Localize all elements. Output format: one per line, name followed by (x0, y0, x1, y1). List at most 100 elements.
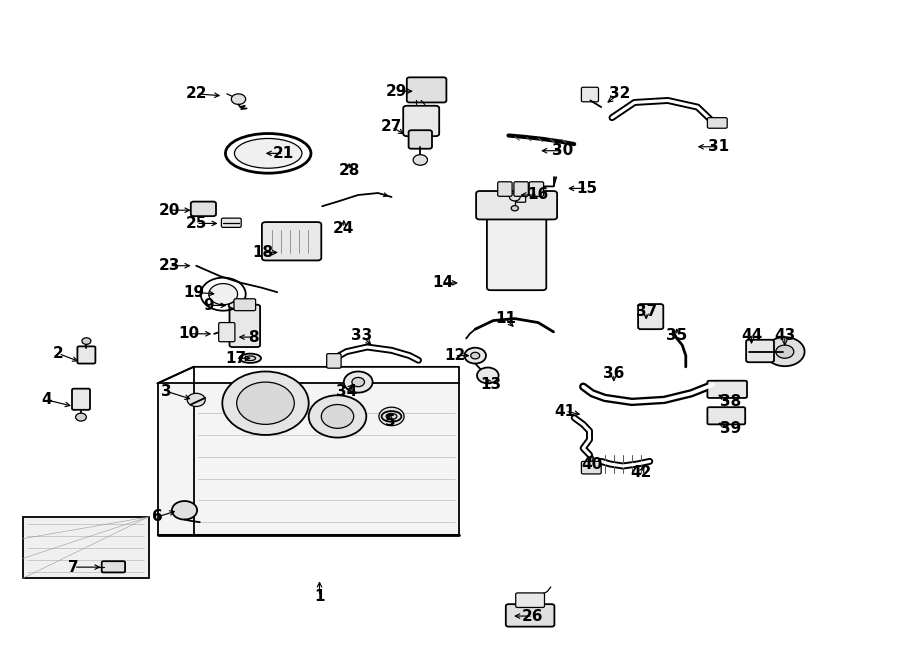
FancyBboxPatch shape (72, 389, 90, 410)
Circle shape (82, 338, 91, 344)
FancyBboxPatch shape (707, 407, 745, 424)
Text: 8: 8 (248, 330, 259, 344)
FancyBboxPatch shape (230, 305, 260, 347)
Text: 20: 20 (158, 203, 180, 217)
Circle shape (321, 405, 354, 428)
FancyBboxPatch shape (407, 77, 446, 102)
Text: 9: 9 (203, 298, 214, 313)
FancyBboxPatch shape (234, 299, 256, 311)
Text: 6: 6 (152, 510, 163, 524)
Text: 19: 19 (183, 285, 204, 299)
Text: 29: 29 (385, 84, 407, 98)
Text: 7: 7 (68, 560, 79, 574)
Circle shape (76, 413, 86, 421)
FancyBboxPatch shape (514, 182, 528, 196)
Circle shape (222, 371, 309, 435)
FancyBboxPatch shape (77, 346, 95, 364)
Circle shape (413, 155, 428, 165)
Ellipse shape (386, 414, 397, 420)
Circle shape (237, 382, 294, 424)
Text: 28: 28 (338, 163, 360, 178)
FancyBboxPatch shape (476, 191, 557, 219)
FancyBboxPatch shape (221, 218, 241, 227)
FancyBboxPatch shape (409, 130, 432, 149)
Circle shape (209, 284, 238, 305)
Text: 12: 12 (444, 348, 465, 363)
FancyBboxPatch shape (327, 354, 341, 368)
Text: 17: 17 (225, 351, 247, 366)
FancyBboxPatch shape (262, 222, 321, 260)
Text: 10: 10 (178, 327, 200, 341)
Text: 18: 18 (252, 245, 274, 260)
FancyBboxPatch shape (191, 202, 216, 216)
FancyBboxPatch shape (581, 87, 598, 102)
Text: 31: 31 (707, 139, 729, 154)
Text: 39: 39 (720, 421, 742, 436)
Ellipse shape (245, 356, 256, 360)
Circle shape (187, 393, 205, 407)
Text: 22: 22 (185, 87, 207, 101)
FancyBboxPatch shape (506, 604, 554, 627)
Text: 13: 13 (480, 377, 501, 392)
Text: 37: 37 (635, 305, 657, 319)
Text: 40: 40 (581, 457, 603, 471)
Text: 11: 11 (495, 311, 517, 326)
Text: 35: 35 (666, 329, 688, 343)
FancyBboxPatch shape (219, 323, 235, 342)
Ellipse shape (234, 139, 302, 168)
FancyBboxPatch shape (707, 118, 727, 128)
Text: 30: 30 (552, 143, 573, 158)
Text: 41: 41 (554, 404, 576, 418)
Ellipse shape (382, 411, 401, 422)
Ellipse shape (229, 301, 248, 309)
Text: 25: 25 (185, 216, 207, 231)
Ellipse shape (239, 354, 261, 363)
Circle shape (352, 377, 365, 387)
Text: 14: 14 (432, 276, 454, 290)
FancyBboxPatch shape (517, 182, 526, 202)
Circle shape (509, 193, 520, 201)
Circle shape (309, 395, 366, 438)
Polygon shape (158, 383, 459, 535)
FancyBboxPatch shape (102, 561, 125, 572)
Text: 32: 32 (608, 87, 630, 101)
Text: 21: 21 (273, 146, 294, 161)
Text: 27: 27 (381, 120, 402, 134)
Text: 1: 1 (314, 589, 325, 603)
FancyBboxPatch shape (746, 340, 774, 362)
Text: 15: 15 (576, 181, 598, 196)
FancyBboxPatch shape (516, 593, 544, 607)
Circle shape (511, 206, 518, 211)
Text: 42: 42 (630, 465, 652, 480)
FancyBboxPatch shape (581, 461, 601, 474)
Text: 4: 4 (41, 393, 52, 407)
Circle shape (471, 352, 480, 359)
FancyBboxPatch shape (498, 182, 512, 196)
Polygon shape (22, 517, 148, 578)
Circle shape (776, 345, 794, 358)
Text: 26: 26 (522, 609, 544, 623)
Text: 5: 5 (384, 414, 395, 429)
Text: 2: 2 (53, 346, 64, 361)
Text: 44: 44 (741, 329, 762, 343)
Text: 36: 36 (603, 366, 625, 381)
Circle shape (464, 348, 486, 364)
Circle shape (172, 501, 197, 520)
FancyBboxPatch shape (707, 381, 747, 398)
Text: 34: 34 (336, 384, 357, 399)
Circle shape (344, 371, 373, 393)
Text: 3: 3 (161, 384, 172, 399)
FancyBboxPatch shape (487, 209, 546, 290)
FancyBboxPatch shape (529, 182, 544, 196)
Circle shape (231, 94, 246, 104)
Text: 24: 24 (333, 221, 355, 235)
Text: 16: 16 (527, 188, 549, 202)
Text: 33: 33 (351, 329, 373, 343)
Circle shape (379, 407, 404, 426)
Circle shape (477, 368, 499, 383)
FancyBboxPatch shape (638, 304, 663, 329)
Circle shape (765, 337, 805, 366)
FancyBboxPatch shape (403, 106, 439, 136)
Text: 43: 43 (774, 329, 796, 343)
Text: 38: 38 (720, 395, 742, 409)
